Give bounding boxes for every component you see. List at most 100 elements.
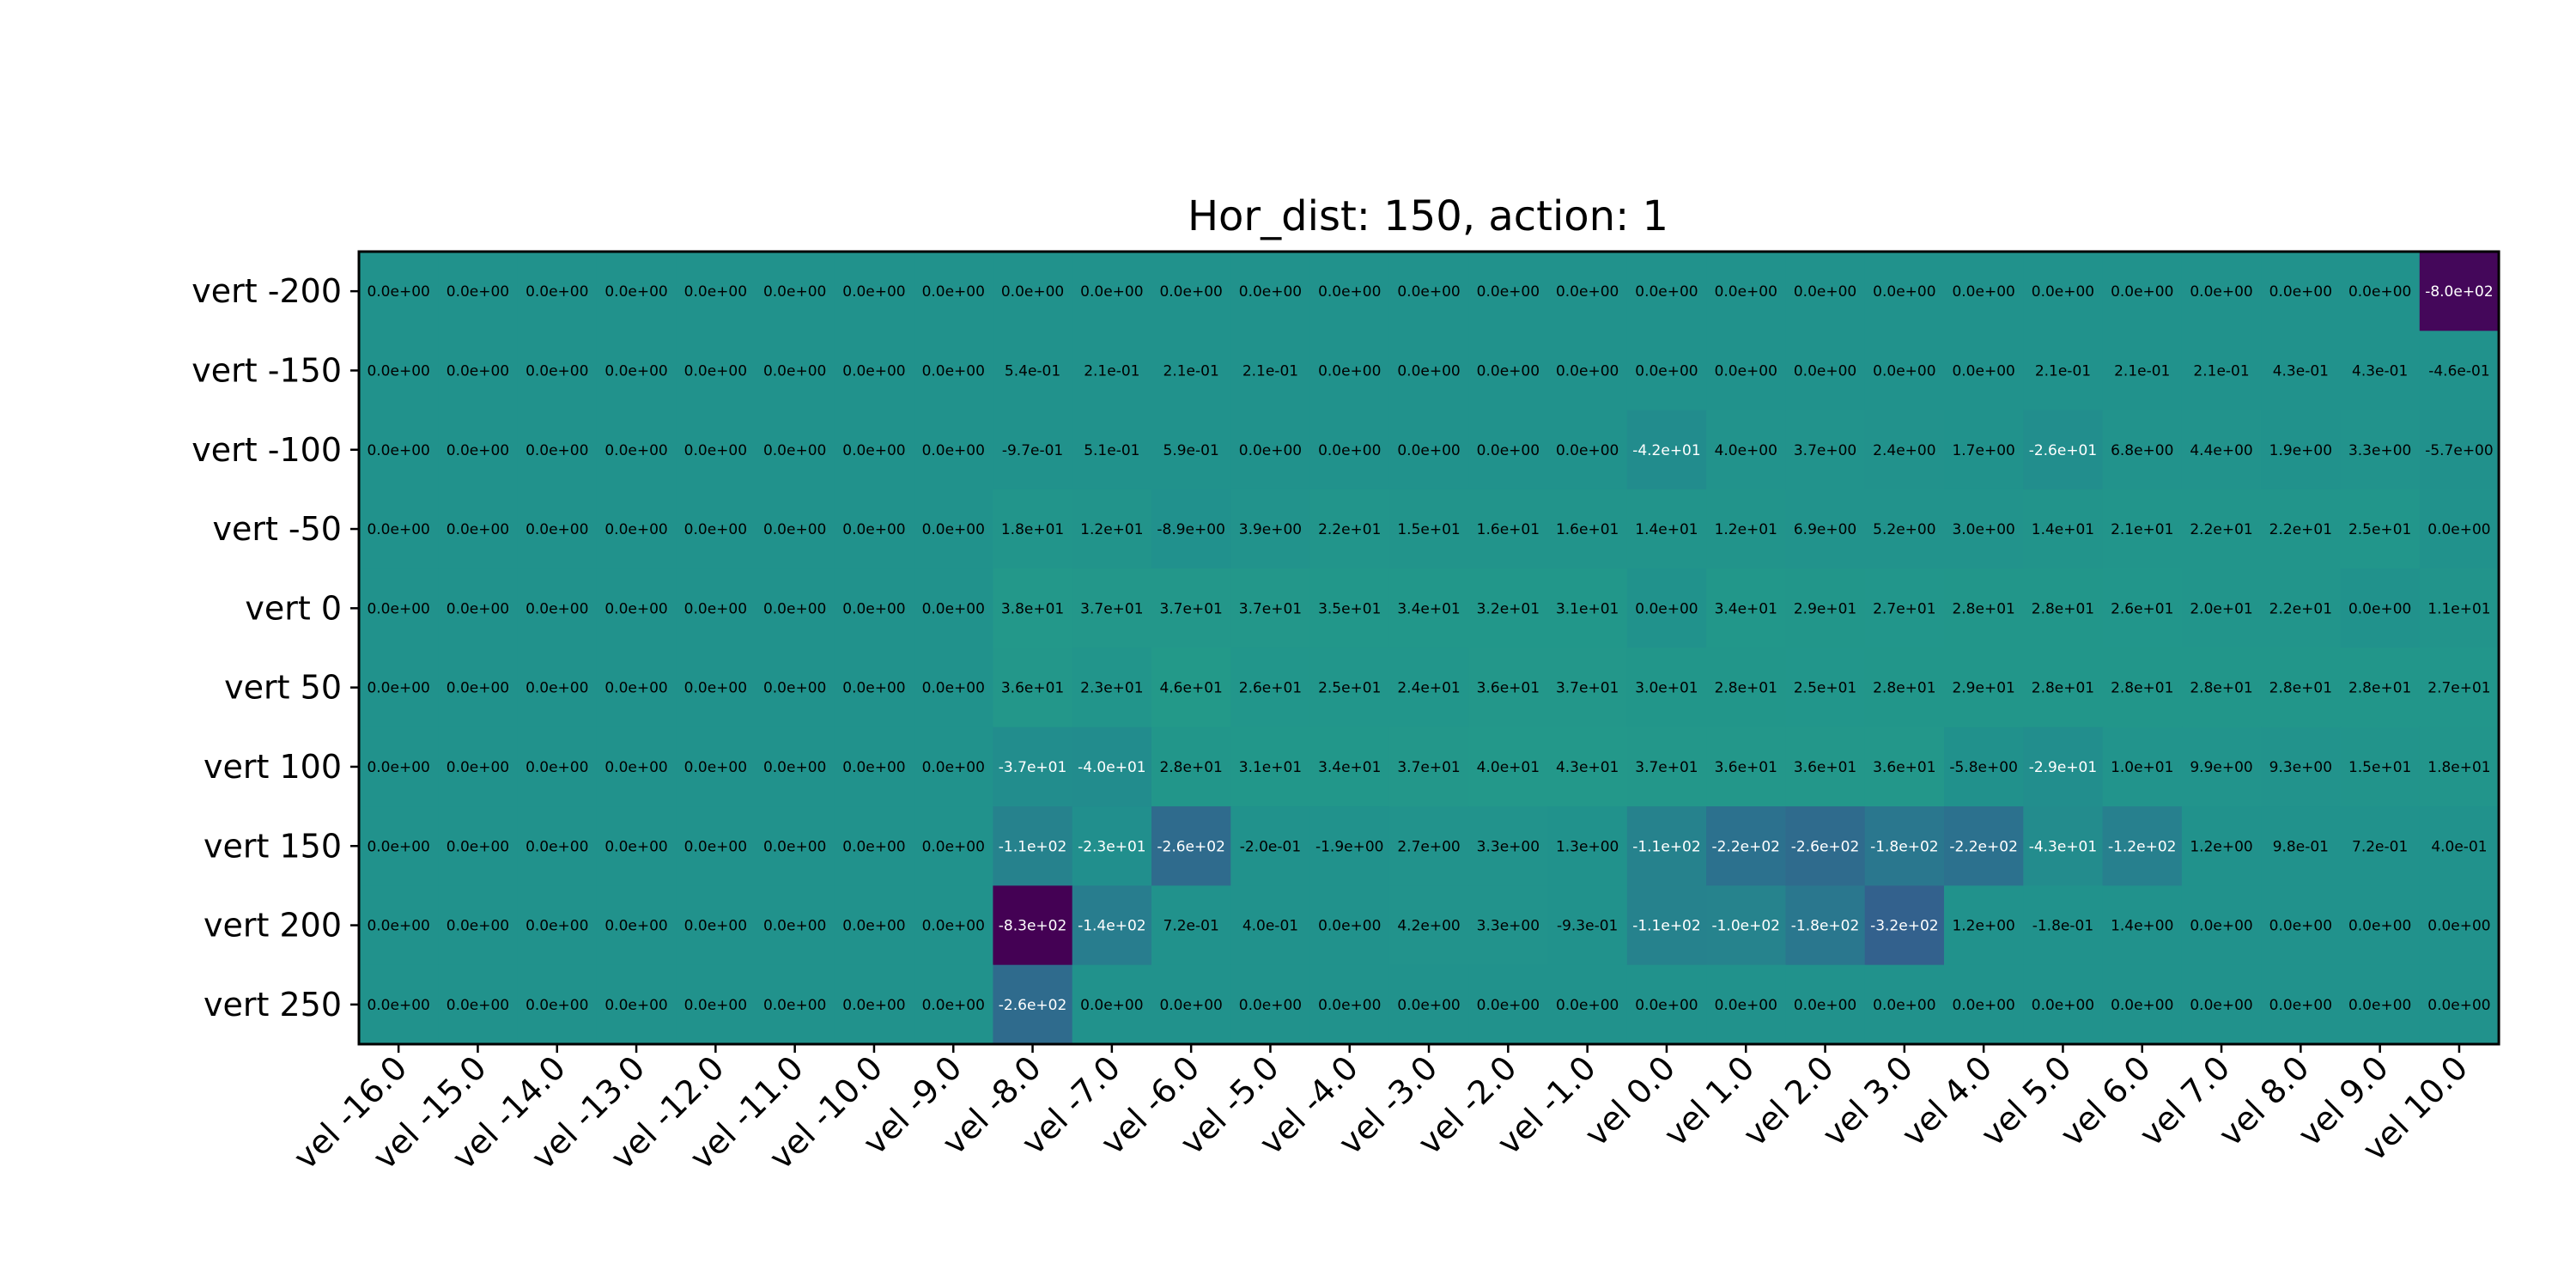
- cell-value-label: 0.0e+00: [2190, 997, 2252, 1014]
- cell-value-label: 2.1e-01: [2114, 362, 2170, 380]
- cell-value-label: 0.0e+00: [1715, 997, 1777, 1014]
- cell-value-label: -4.2e+01: [1632, 442, 1701, 459]
- heatmap-cell: [1706, 331, 1786, 411]
- heatmap-cell: [1072, 964, 1152, 1045]
- cell-value-label: 0.0e+00: [367, 283, 429, 301]
- cell-value-label: 4.4e+00: [2190, 442, 2252, 459]
- heatmap-cell: [359, 806, 439, 886]
- cell-value-label: 0.0e+00: [1159, 997, 1222, 1014]
- heatmap-cell: [517, 568, 598, 649]
- heatmap-cell: [1151, 726, 1231, 807]
- cell-value-label: 9.3e+00: [2269, 759, 2332, 776]
- heatmap-cell: [2340, 964, 2421, 1045]
- cell-value-label: 2.7e+01: [2427, 680, 2490, 697]
- heatmap-cell: [1944, 252, 2024, 331]
- heatmap-cell: [438, 726, 519, 807]
- heatmap-cell: [676, 489, 756, 569]
- heatmap-cell: [1388, 489, 1469, 569]
- cell-value-label: 3.3e+00: [2348, 442, 2411, 459]
- heatmap-cell: [1944, 726, 2024, 807]
- cell-value-label: 6.9e+00: [1794, 521, 1856, 538]
- heatmap-cell: [517, 489, 598, 569]
- cell-value-label: 2.9e+01: [1794, 600, 1856, 617]
- heatmap-cell: [359, 568, 439, 649]
- cell-value-label: 3.6e+01: [1715, 759, 1777, 776]
- heatmap-cell: [1864, 331, 1945, 411]
- heatmap-cell: [914, 885, 993, 966]
- cell-value-label: 0.0e+00: [367, 600, 429, 617]
- heatmap-cell: [2023, 806, 2104, 886]
- heatmap-cell: [2419, 252, 2500, 331]
- heatmap-cell: [2261, 647, 2342, 728]
- heatmap-cell: [676, 726, 756, 807]
- heatmap-cell: [1626, 489, 1707, 569]
- cell-value-label: 2.4e+01: [1397, 680, 1460, 697]
- cell-value-label: 4.0e-01: [2431, 838, 2487, 855]
- cell-value-label: 7.2e-01: [1163, 918, 1219, 935]
- heatmap-cell: [517, 726, 598, 807]
- heatmap-cell: [359, 647, 439, 728]
- heatmap-cell: [2340, 410, 2421, 490]
- cell-value-label: 4.0e+00: [1715, 442, 1777, 459]
- heatmap-cell: [2102, 252, 2183, 331]
- cell-value-label: 5.2e+00: [1873, 521, 1935, 538]
- heatmap-cell: [2340, 568, 2421, 649]
- cell-value-label: 0.0e+00: [1318, 442, 1381, 459]
- cell-value-label: 0.0e+00: [605, 521, 667, 538]
- heatmap-cell: [993, 331, 1073, 411]
- cell-value-label: 3.4e+01: [1318, 759, 1381, 776]
- cell-value-label: 0.0e+00: [605, 362, 667, 380]
- heatmap-cell: [1468, 726, 1549, 807]
- heatmap-cell: [1626, 964, 1707, 1045]
- cell-value-label: 0.0e+00: [1794, 283, 1856, 301]
- cell-value-label: 0.0e+00: [2190, 918, 2252, 935]
- cell-value-label: 0.0e+00: [763, 918, 826, 935]
- cell-value-label: 1.2e+00: [1952, 918, 2014, 935]
- heatmap-cell: [1864, 252, 1945, 331]
- y-axis: vert -200 vert -150 vert -100 vert -50 vert …: [191, 272, 359, 1024]
- y-tick-label: vert -150: [191, 351, 342, 389]
- heatmap-cell: [1547, 252, 1628, 331]
- heatmap-cell: [2181, 568, 2262, 649]
- heatmap-cell: [2419, 806, 2500, 886]
- cell-value-label: -2.6e+01: [2029, 442, 2098, 459]
- heatmap-cell: [2023, 964, 2104, 1045]
- heatmap-cell: [1151, 489, 1231, 569]
- y-tick-label: vert -200: [191, 272, 342, 310]
- cell-value-label: -2.0e-01: [1240, 838, 1301, 855]
- cell-value-label: 1.2e+00: [2190, 838, 2252, 855]
- heatmap-cell: [517, 252, 598, 331]
- cell-value-label: 3.6e+01: [1477, 680, 1540, 697]
- cell-value-label: -2.6e+02: [1791, 838, 1860, 855]
- heatmap-cell: [2023, 331, 2104, 411]
- cell-value-label: -1.9e+00: [1315, 838, 1384, 855]
- cell-value-label: 3.7e+01: [1556, 680, 1619, 697]
- cell-value-label: 1.9e+00: [2269, 442, 2332, 459]
- cell-value-label: -3.7e+01: [999, 759, 1067, 776]
- heatmap-cell: [1388, 252, 1469, 331]
- cell-value-label: 2.8e+01: [1159, 759, 1222, 776]
- cell-value-label: 0.0e+00: [684, 600, 747, 617]
- cell-value-label: 0.0e+00: [1952, 997, 2014, 1014]
- cell-value-label: 0.0e+00: [526, 600, 588, 617]
- heatmap-cell: [596, 726, 677, 807]
- heatmap-cell: [1072, 410, 1152, 490]
- heatmap-cell: [1626, 252, 1707, 331]
- heatmap-cell: [438, 331, 519, 411]
- heatmap-cell: [2340, 806, 2421, 886]
- heatmap-cell: [1626, 885, 1707, 966]
- cell-value-label: 3.4e+01: [1715, 600, 1777, 617]
- heatmap-cell: [1468, 489, 1549, 569]
- heatmap-cell: [1151, 568, 1231, 649]
- y-tick-label: vert 250: [204, 986, 342, 1024]
- heatmap-cell: [676, 885, 756, 966]
- cell-value-label: 2.8e+01: [1715, 680, 1777, 697]
- heatmap-cell: [1547, 647, 1628, 728]
- cell-value-label: 0.0e+00: [526, 838, 588, 855]
- heatmap-cell: [2261, 885, 2342, 966]
- cell-value-label: 0.0e+00: [447, 918, 509, 935]
- heatmap-cell: [676, 964, 756, 1045]
- heatmap-cell: [438, 964, 519, 1045]
- heatmap-cell: [1309, 252, 1390, 331]
